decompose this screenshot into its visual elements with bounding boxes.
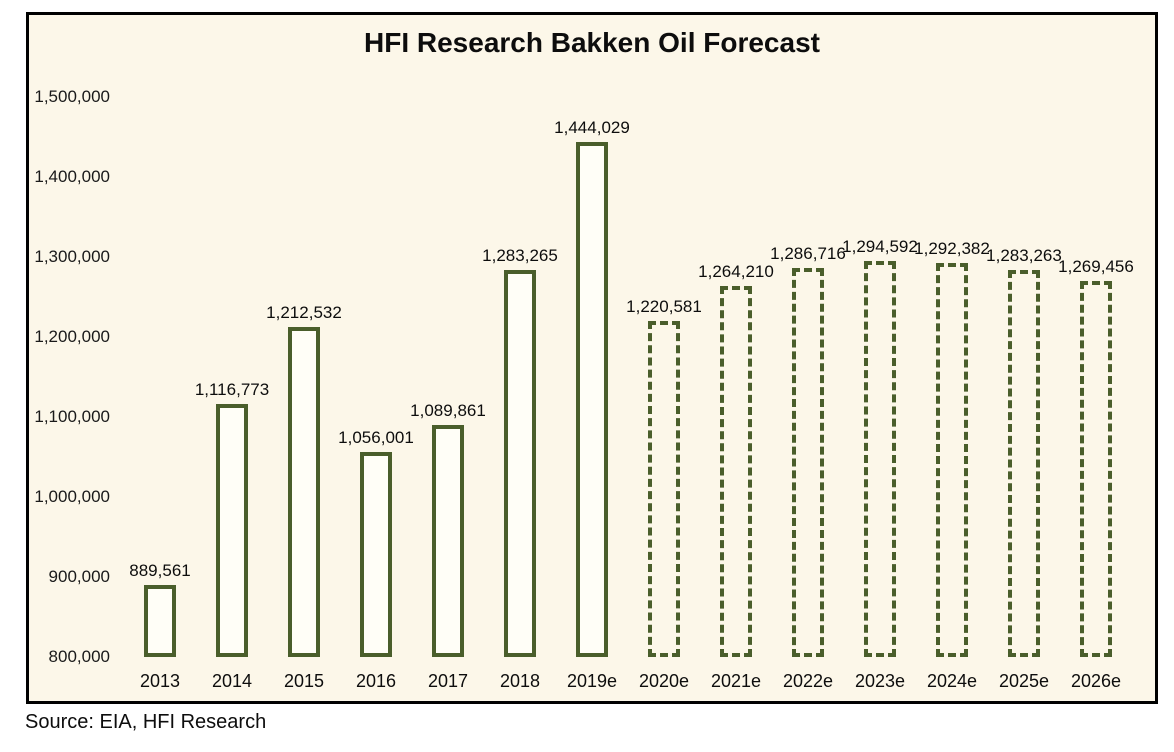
x-axis-label-2022e: 2022e xyxy=(782,671,834,691)
bar-value-label: 1,444,029 xyxy=(554,118,630,137)
x-axis-label-2020e: 2020e xyxy=(638,671,690,691)
bar-value-label: 1,292,382 xyxy=(914,239,990,258)
y-axis-tick-label: 1,200,000 xyxy=(34,327,110,346)
bar-2026e xyxy=(1080,281,1112,657)
bar-2023e xyxy=(864,261,896,657)
bar-value-label: 1,220,581 xyxy=(626,297,702,316)
bar-value-label: 1,286,716 xyxy=(770,244,846,263)
bar-value-label: 1,269,456 xyxy=(1058,257,1134,276)
x-axis-label-2016: 2016 xyxy=(355,671,397,691)
x-axis-label-2018: 2018 xyxy=(499,671,541,691)
bar-value-label: 1,283,265 xyxy=(482,246,558,265)
bar-value-label: 1,283,263 xyxy=(986,246,1062,265)
y-axis-tick-label: 1,000,000 xyxy=(34,487,110,506)
bar-2025e xyxy=(1008,270,1040,657)
x-axis-label-2017: 2017 xyxy=(427,671,469,691)
x-axis-label-2019e: 2019e xyxy=(566,671,618,691)
x-axis-label-2013: 2013 xyxy=(139,671,181,691)
x-axis-label-2025e: 2025e xyxy=(998,671,1050,691)
bar-value-label: 889,561 xyxy=(129,561,191,580)
y-axis-tick-label: 1,500,000 xyxy=(34,87,110,106)
bar-2021e xyxy=(720,286,752,657)
x-axis-label-2026e: 2026e xyxy=(1070,671,1122,691)
bar-2019e xyxy=(576,142,608,657)
bar-2015 xyxy=(288,327,320,657)
bar-2013 xyxy=(144,585,176,657)
bar-value-label: 1,056,001 xyxy=(338,428,414,447)
bar-2014 xyxy=(216,404,248,657)
bar-value-label: 1,294,592 xyxy=(842,237,918,256)
source-note: Source: EIA, HFI Research xyxy=(25,711,267,733)
x-axis-label-2024e: 2024e xyxy=(926,671,978,691)
x-axis-label-2015: 2015 xyxy=(283,671,325,691)
bar-2017 xyxy=(432,425,464,657)
bar-2020e xyxy=(648,321,680,657)
y-axis-tick-label: 1,400,000 xyxy=(34,167,110,186)
bar-2016 xyxy=(360,452,392,657)
bar-value-label: 1,212,532 xyxy=(266,303,342,322)
bar-2018 xyxy=(504,270,536,657)
y-axis-tick-label: 900,000 xyxy=(48,567,110,586)
chart-title: HFI Research Bakken Oil Forecast xyxy=(364,27,820,58)
bar-value-label: 1,264,210 xyxy=(698,262,774,281)
y-axis-tick-label: 800,000 xyxy=(48,647,110,666)
x-axis-label-2023e: 2023e xyxy=(854,671,906,691)
bar-value-label: 1,089,861 xyxy=(410,401,486,420)
bar-2024e xyxy=(936,263,968,657)
y-axis-tick-label: 1,300,000 xyxy=(34,247,110,266)
bar-2022e xyxy=(792,268,824,657)
x-axis-label-2021e: 2021e xyxy=(710,671,762,691)
y-axis-tick-label: 1,100,000 xyxy=(34,407,110,426)
bar-value-label: 1,116,773 xyxy=(194,380,270,399)
x-axis-label-2014: 2014 xyxy=(211,671,253,691)
